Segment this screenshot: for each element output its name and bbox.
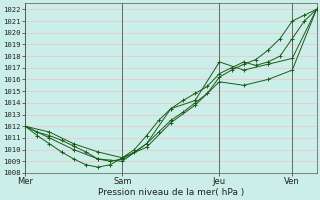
X-axis label: Pression niveau de la mer( hPa ): Pression niveau de la mer( hPa ) bbox=[98, 188, 244, 197]
